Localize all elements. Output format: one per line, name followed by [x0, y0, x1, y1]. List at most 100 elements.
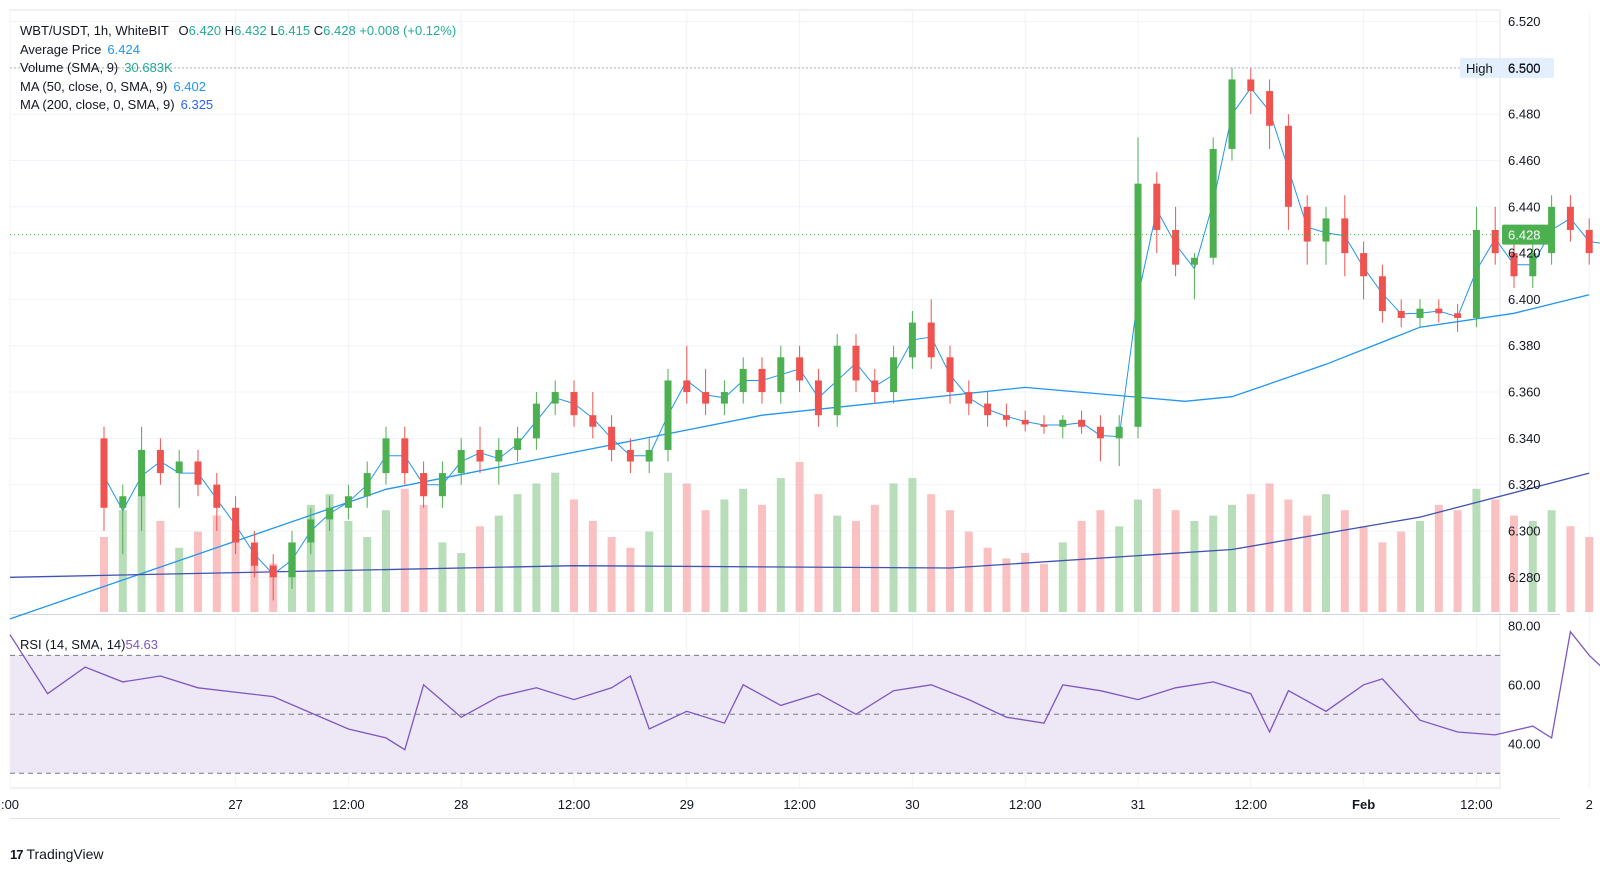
- volume-bar: [607, 537, 616, 612]
- price-tick-label: 6.300: [1508, 523, 1541, 538]
- candle-body: [288, 542, 296, 578]
- price-tick-label: 6.340: [1508, 431, 1541, 446]
- rsi-value: 54.63: [125, 637, 159, 652]
- indicator-ma200[interactable]: MA (200, close, 0, SMA, 9) 6.325: [20, 96, 456, 115]
- candle-body: [1491, 229, 1499, 254]
- indicator-volume[interactable]: Volume (SMA, 9) 30.683K: [20, 59, 456, 78]
- candle-body: [1454, 313, 1462, 318]
- volume-bars: [100, 462, 1594, 612]
- volume-bar: [1190, 520, 1199, 612]
- indicator-value: 6.402: [173, 78, 206, 94]
- candle-body: [946, 357, 954, 393]
- price-tick-label: 6.320: [1508, 477, 1541, 492]
- candle-body: [1190, 257, 1198, 265]
- volume-bar: [551, 472, 560, 612]
- volume-bar: [438, 542, 447, 612]
- candle-body: [1435, 308, 1443, 314]
- volume-bar: [1434, 504, 1443, 612]
- rsi-band: [10, 655, 1500, 774]
- candle-body: [1303, 206, 1311, 242]
- volume-bar: [1171, 510, 1180, 612]
- volume-bar: [175, 547, 184, 612]
- volume-bar: [532, 483, 541, 612]
- price-tick-label: 6.440: [1508, 199, 1541, 214]
- volume-bar: [1547, 510, 1556, 612]
- volume-bar: [1378, 542, 1387, 612]
- candle-body: [119, 496, 127, 508]
- volume-bar: [400, 488, 409, 612]
- volume-bar: [344, 520, 353, 612]
- time-tick-label: Feb: [1352, 797, 1375, 812]
- volume-bar: [870, 504, 879, 612]
- candle-body: [908, 322, 916, 358]
- volume-bar: [1152, 488, 1161, 612]
- candle-body: [758, 368, 766, 393]
- symbol-pair[interactable]: WBT/USDT: [20, 23, 87, 38]
- candle-body: [156, 449, 164, 474]
- ohlc-l-label: L: [270, 23, 278, 38]
- volume-bar: [194, 531, 202, 612]
- candle-body: [1529, 253, 1537, 277]
- price-tick-label: 6.280: [1508, 570, 1541, 585]
- candle-body: [852, 345, 860, 381]
- indicator-ma50[interactable]: MA (50, close, 0, SMA, 9) 6.402: [20, 78, 456, 97]
- volume-bar: [1528, 520, 1537, 612]
- time-tick-label: 2: [1586, 797, 1593, 812]
- volume-bar: [476, 526, 484, 612]
- candle-body: [645, 449, 653, 462]
- indicator-name: MA (200, close, 0, SMA, 9): [20, 97, 175, 112]
- volume-bar: [739, 488, 748, 612]
- candle-body: [232, 507, 240, 543]
- candle-body: [495, 449, 503, 462]
- candle-body: [438, 473, 446, 497]
- volume-bar: [626, 547, 635, 612]
- indicator-value: 6.325: [180, 97, 214, 112]
- ohlc-c-label: C: [313, 23, 324, 38]
- volume-bar: [513, 494, 522, 612]
- volume-bar: [212, 515, 221, 612]
- volume-bar: [1228, 504, 1236, 612]
- candle-body: [570, 392, 578, 416]
- time-tick-label: 12:00: [1009, 797, 1042, 812]
- candle-body: [326, 507, 334, 520]
- price-tick-label: 6.400: [1508, 292, 1541, 307]
- candle-body: [1096, 426, 1104, 439]
- volume-bar: [758, 504, 766, 612]
- candle-body: [1360, 253, 1368, 277]
- rsi-tick-label: 80.00: [1508, 618, 1541, 633]
- price-tick-label: 6.460: [1508, 153, 1541, 168]
- volume-bar: [325, 494, 334, 612]
- candle-body: [664, 380, 672, 450]
- volume-bar: [1058, 542, 1067, 612]
- volume-bar: [1040, 563, 1048, 612]
- volume-bar: [1115, 526, 1124, 612]
- price-tick-label: 6.380: [1508, 338, 1541, 353]
- ohlc-low: 6.415: [277, 23, 311, 38]
- candle-body: [1021, 419, 1029, 425]
- volume-bar: [964, 531, 973, 612]
- candle-body: [777, 357, 785, 393]
- candle-body: [344, 496, 352, 508]
- ohlc-change: +0.008 (+0.12%): [359, 23, 457, 38]
- volume-bar: [1077, 520, 1086, 612]
- candle-body: [1397, 311, 1405, 318]
- last-price-box: [1502, 224, 1552, 245]
- time-tick-label: 31: [1131, 797, 1145, 812]
- price-tick-label: 6.420: [1508, 246, 1541, 261]
- rsi-legend[interactable]: RSI (14, SMA, 14)54.63: [20, 637, 158, 652]
- volume-bar: [382, 510, 390, 612]
- volume-bar: [363, 537, 372, 612]
- tradingview-brand[interactable]: 17 TradingView: [10, 846, 104, 862]
- symbol-interval[interactable]: 1h: [93, 23, 109, 38]
- volume-bar: [1416, 520, 1424, 612]
- indicator-average-price[interactable]: Average Price 6.424: [20, 41, 456, 60]
- candle-body: [194, 461, 202, 485]
- time-tick-label: 12:00: [332, 797, 365, 812]
- ohlc-h-label: H: [224, 23, 235, 38]
- candle-body: [626, 449, 634, 462]
- volume-bar: [1397, 531, 1406, 612]
- candle-body: [100, 438, 108, 508]
- time-tick-label: :00: [1, 797, 19, 812]
- candle-body: [814, 380, 822, 416]
